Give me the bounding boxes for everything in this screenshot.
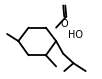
- Text: O: O: [61, 19, 69, 29]
- Text: HO: HO: [68, 30, 83, 40]
